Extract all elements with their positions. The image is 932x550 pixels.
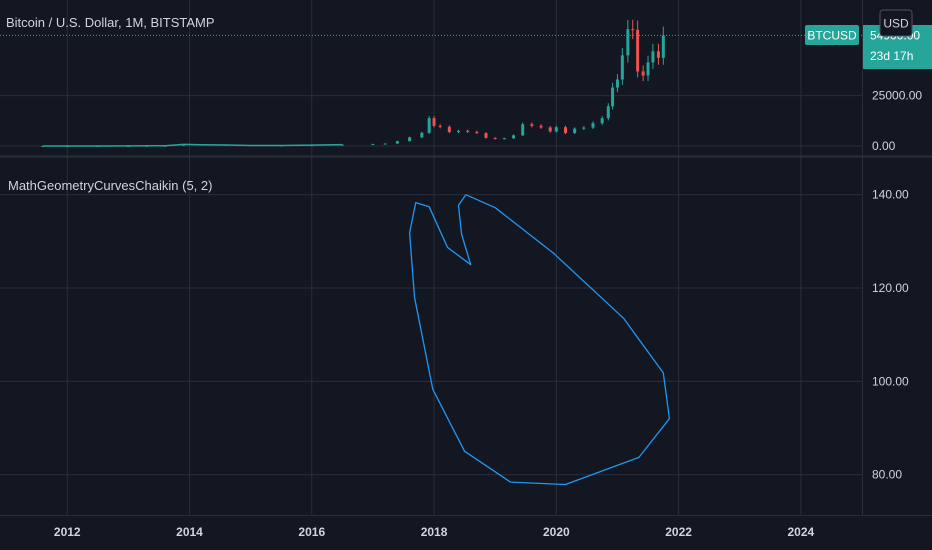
- indicator-tick-label: 120.00: [872, 281, 909, 295]
- candle-body: [626, 29, 630, 56]
- time-tick-label: 2020: [543, 525, 570, 539]
- price-tick-label: 0.00: [872, 139, 896, 153]
- time-tick-label: 2014: [176, 525, 203, 539]
- candle-body: [661, 35, 665, 58]
- candle-body: [427, 118, 431, 133]
- vertical-gridlines: [66, 0, 802, 515]
- candle-body: [484, 133, 488, 138]
- candle-body: [611, 87, 615, 107]
- candle-body: [512, 135, 516, 139]
- candle-body: [539, 125, 543, 128]
- candle-body: [591, 123, 595, 128]
- candle-body: [420, 132, 424, 138]
- symbol-badge-label: BTCUSD: [807, 29, 857, 43]
- candle-body: [656, 51, 660, 58]
- candle-body: [530, 124, 534, 126]
- candle-body: [408, 137, 412, 142]
- time-tick-label: 2022: [665, 525, 692, 539]
- candle-body: [631, 29, 635, 31]
- candle-body: [502, 138, 506, 140]
- symbol-title[interactable]: Bitcoin / U.S. Dollar, 1M, BITSTAMP: [6, 15, 215, 30]
- chaikin-curve-line: [408, 194, 671, 486]
- candle-body: [606, 106, 610, 119]
- indicator-axis[interactable]: 80.00 100.00 120.00 140.00: [872, 188, 909, 482]
- candle-body: [383, 143, 387, 145]
- time-tick-label: 2024: [788, 525, 815, 539]
- candle-body: [636, 29, 640, 72]
- candle-body: [521, 124, 525, 136]
- price-tick-label: 25000.00: [872, 89, 922, 103]
- candle-body: [641, 71, 645, 76]
- time-tick-label: 2012: [54, 525, 81, 539]
- indicator-title[interactable]: MathGeometryCurvesChaikin (5, 2): [8, 178, 212, 193]
- candle-body: [466, 130, 470, 132]
- candle-body: [432, 118, 436, 126]
- candle-body: [600, 118, 604, 124]
- candle-body: [371, 143, 375, 145]
- early-price-line: [42, 143, 343, 147]
- candle-body: [554, 127, 558, 132]
- candle-body: [646, 62, 650, 76]
- candle-body: [395, 141, 399, 144]
- candle-body: [475, 131, 479, 134]
- symbol-badge: [805, 25, 859, 45]
- indicator-tick-label: 140.00: [872, 188, 909, 202]
- price-axis[interactable]: 0.00 25000.00: [872, 89, 922, 153]
- candle-body: [582, 127, 586, 129]
- currency-button[interactable]: [879, 9, 913, 37]
- candle-body: [548, 127, 552, 132]
- candle-body: [651, 51, 655, 63]
- countdown-value: 23d 17h: [870, 49, 913, 63]
- time-axis[interactable]: 2012 2014 2016 2018 2020 2022 2024: [54, 525, 815, 539]
- time-tick-label: 2016: [298, 525, 325, 539]
- candle-body: [457, 130, 461, 133]
- candle-body: [563, 127, 567, 134]
- candle-body: [620, 55, 624, 80]
- candlestick-series: [41, 19, 665, 147]
- indicator-gridlines: [0, 194, 862, 476]
- candle-body: [615, 79, 619, 88]
- candle-body: [438, 125, 442, 127]
- indicator-tick-label: 80.00: [872, 468, 902, 482]
- currency-button-label[interactable]: USD: [883, 17, 909, 31]
- candle-body: [573, 128, 577, 134]
- candle-body: [447, 126, 451, 133]
- candle-body: [493, 137, 497, 139]
- indicator-tick-label: 100.00: [872, 374, 909, 388]
- chaikin-curve-series: [408, 194, 671, 486]
- time-tick-label: 2018: [421, 525, 448, 539]
